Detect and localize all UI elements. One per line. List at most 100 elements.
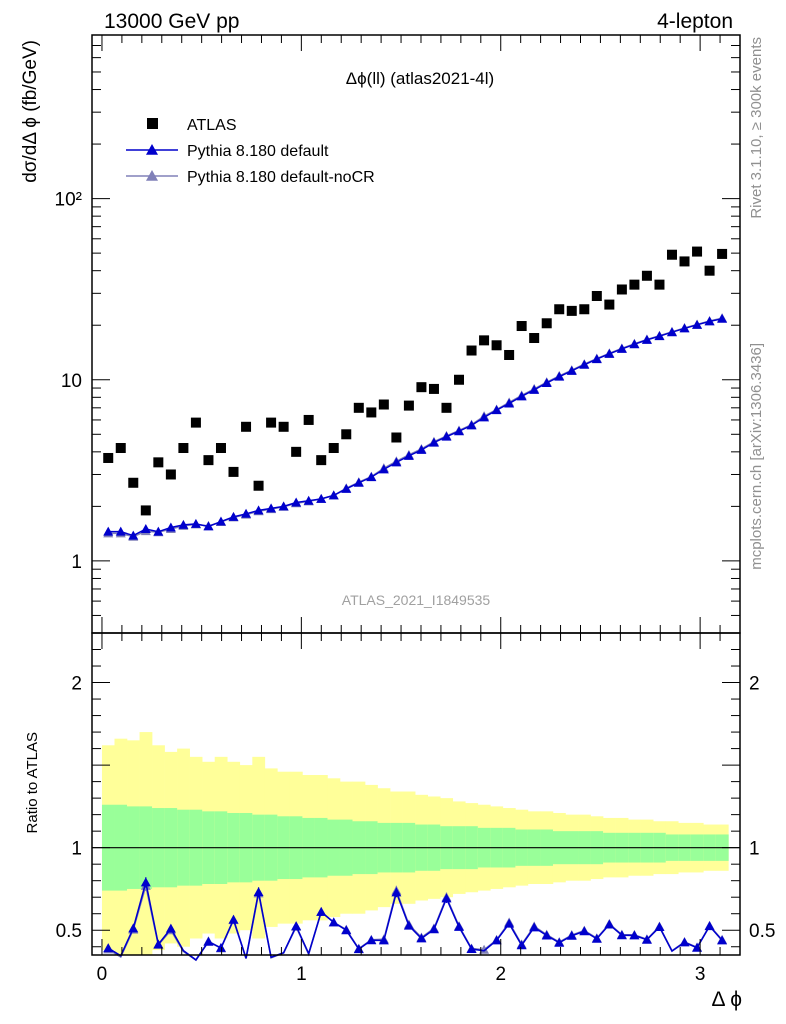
series-point [203,521,214,531]
series-point [416,444,427,454]
ratio-tick-label-right: 2 [749,674,760,695]
data-point [541,318,552,329]
ratio-point [566,930,577,940]
data-point [491,340,502,351]
axis-ticks [92,34,741,955]
series-point [115,526,126,536]
ratio-point [679,937,690,947]
x-tick-label: 1 [296,964,307,985]
y-tick-label: 10² [55,190,82,211]
ratio-point [215,942,226,952]
data-point [579,304,590,315]
data-point [641,270,652,281]
series-point [566,365,577,375]
series-point [341,483,352,493]
series-point [704,316,715,326]
data-point [115,443,126,454]
ratio-point [153,939,164,949]
legend-label: Pythia 8.180 default [187,143,329,160]
data-point [153,457,164,468]
ratio-point [203,936,214,946]
series-point [666,327,677,337]
ratio-point [328,917,339,927]
series-point [328,490,339,500]
ratio-point [504,918,515,928]
x-tick-label: 3 [695,964,706,985]
ratio-point [428,924,439,934]
main-series [103,246,728,541]
series-point [679,323,690,333]
ratio-point [541,930,552,940]
ratio-point [704,921,715,931]
ratio-point [604,919,615,929]
series-point [641,334,652,344]
axis-tick-labels: 0 1 2 3 1 10 10² 0.5 0.5 1 1 2 2 [55,190,776,985]
data-point [391,432,402,443]
ratio-point [717,935,728,945]
x-tick-label: 0 [97,964,108,985]
series-point [604,348,615,358]
series-point [441,431,452,441]
series-point [541,377,552,387]
ratio-point [579,926,590,936]
ratio-point [591,933,602,943]
data-point [165,469,176,480]
ratio-tick-label-left: 0.5 [56,921,82,942]
ratio-point [629,930,640,940]
series-point [241,508,252,518]
ratio-point [128,923,139,933]
data-point [604,299,615,310]
series-point [391,457,402,467]
ratio-point [654,922,665,932]
series-point [529,384,540,394]
data-point [529,333,540,344]
series-point [153,526,164,536]
ratio-point [140,877,151,887]
data-point [103,452,114,463]
data-point [554,304,565,315]
data-point [692,246,703,257]
ratio-point [641,934,652,944]
series-point [103,526,114,536]
ratio-point [616,930,627,940]
series-point [140,524,151,534]
ratio-uncertainty-bands [101,732,729,955]
y-tick-label: 1 [71,552,82,573]
series-point [504,398,515,408]
series-point [128,530,139,540]
header-right: 4-lepton [657,10,733,33]
data-point [466,345,477,356]
data-point [428,383,439,394]
ratio-series [103,877,728,962]
series-point [717,313,728,323]
ratio-tick-label-left: 2 [71,674,82,695]
series-point [190,518,201,528]
plot-title: Δϕ(ll) (atlas2021-4l) [346,69,494,88]
ratio-frame [91,632,741,956]
series-point [654,331,665,341]
series-point [629,339,640,349]
series-point [378,464,389,474]
ratio-point [479,944,490,954]
legend-marker-data [147,118,158,129]
series-point [178,519,189,529]
x-axis-label: Δ ϕ [712,988,742,1011]
ratio-tick-label-left: 1 [71,839,82,860]
data-point [366,407,377,418]
series-point [454,426,465,436]
ratio-point [416,933,427,943]
ratio-point [692,942,703,952]
series-point [428,437,439,447]
series-point [266,503,277,513]
ratio-point [378,935,389,945]
data-point [504,349,515,360]
data-point [454,374,465,385]
data-point [704,265,715,276]
ratio-point [366,935,377,945]
series-point [516,391,527,401]
legend-marker [146,144,158,155]
ratio-point [253,887,264,897]
data-point [654,279,665,290]
data-point [353,402,364,413]
data-point [190,417,201,428]
